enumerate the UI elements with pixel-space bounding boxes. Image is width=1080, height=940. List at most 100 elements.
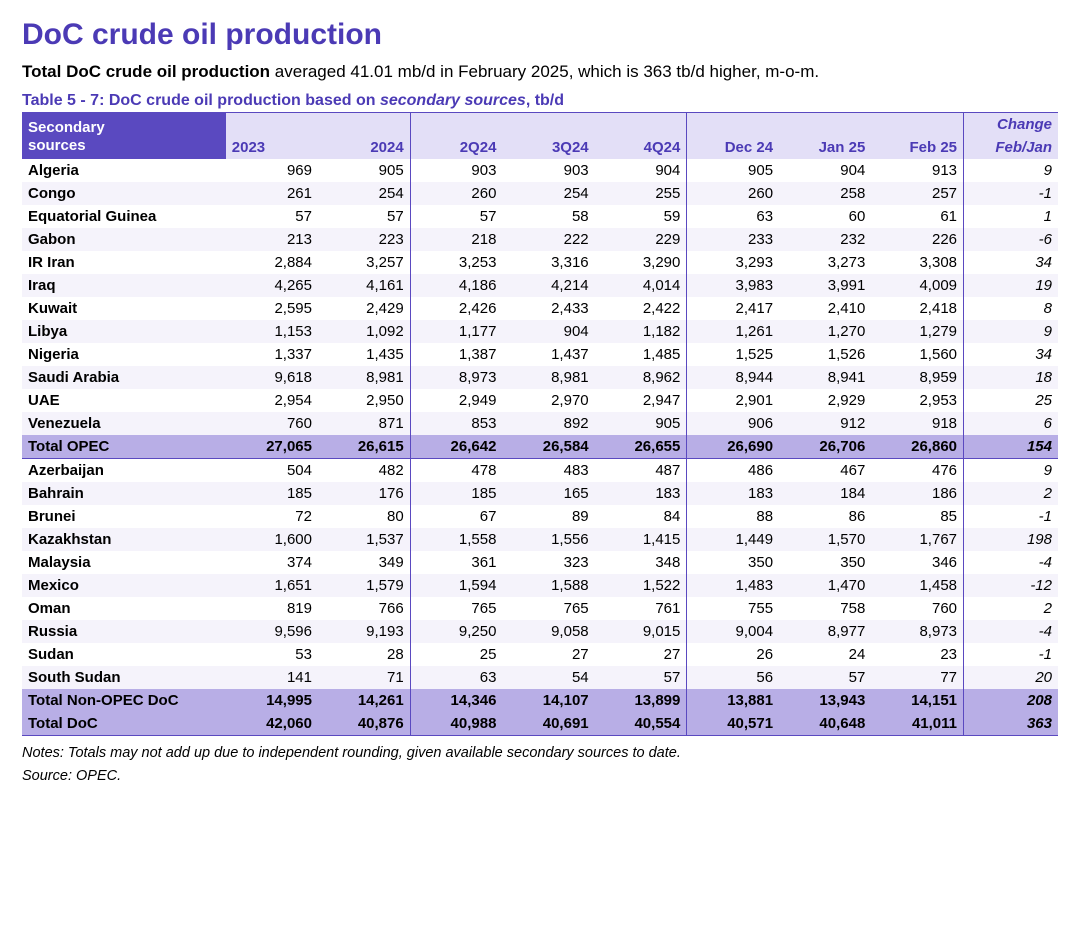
production-table: Secondary sources Change 2023 2024 2Q24 … <box>22 112 1058 736</box>
cell-value: 14,261 <box>318 689 410 712</box>
cell-value: 77 <box>871 666 963 689</box>
cell-value: 1,651 <box>226 574 318 597</box>
cell-value: 8,981 <box>502 366 594 389</box>
cell-value: 57 <box>595 666 687 689</box>
table-row: IR Iran2,8843,2573,2533,3163,2903,2933,2… <box>22 251 1058 274</box>
col-2023-b: 2023 <box>226 136 318 159</box>
cell-change: -4 <box>964 620 1058 643</box>
table-row: Malaysia374349361323348350350346-4 <box>22 551 1058 574</box>
cell-value: 765 <box>410 597 502 620</box>
cell-value: 232 <box>779 228 871 251</box>
cell-value: 1,437 <box>502 343 594 366</box>
cell-value: 2,410 <box>779 297 871 320</box>
cell-value: 60 <box>779 205 871 228</box>
cell-value: 348 <box>595 551 687 574</box>
cell-value: 3,253 <box>410 251 502 274</box>
cell-value: 1,337 <box>226 343 318 366</box>
cell-value: 361 <box>410 551 502 574</box>
cell-value: 27,065 <box>226 435 318 459</box>
cell-value: 1,579 <box>318 574 410 597</box>
col-4q24 <box>595 113 687 137</box>
cell-value: 2,953 <box>871 389 963 412</box>
cell-value: 9,250 <box>410 620 502 643</box>
cell-value: 229 <box>595 228 687 251</box>
cell-value: 28 <box>318 643 410 666</box>
cell-value: 1,526 <box>779 343 871 366</box>
cell-change: 19 <box>964 274 1058 297</box>
cell-value: 89 <box>502 505 594 528</box>
cell-value: 3,991 <box>779 274 871 297</box>
cell-value: 487 <box>595 459 687 483</box>
table-row: UAE2,9542,9502,9492,9702,9472,9012,9292,… <box>22 389 1058 412</box>
caption-em: secondary sources <box>380 92 526 109</box>
table-header: Secondary sources Change 2023 2024 2Q24 … <box>22 113 1058 160</box>
cell-value: 23 <box>871 643 963 666</box>
cell-value: 1,415 <box>595 528 687 551</box>
cell-change: 34 <box>964 251 1058 274</box>
row-label: UAE <box>22 389 226 412</box>
cell-value: 8,973 <box>410 366 502 389</box>
row-label: Libya <box>22 320 226 343</box>
table-row: Azerbaijan5044824784834874864674769 <box>22 459 1058 483</box>
cell-value: 13,881 <box>687 689 779 712</box>
row-label: Malaysia <box>22 551 226 574</box>
cell-value: 478 <box>410 459 502 483</box>
cell-value: 9,596 <box>226 620 318 643</box>
cell-value: 27 <box>595 643 687 666</box>
cell-value: 226 <box>871 228 963 251</box>
cell-value: 1,558 <box>410 528 502 551</box>
cell-value: 183 <box>687 482 779 505</box>
cell-value: 1,449 <box>687 528 779 551</box>
cell-value: 255 <box>595 182 687 205</box>
cell-value: 40,988 <box>410 712 502 736</box>
col-jan25-b: Jan 25 <box>779 136 871 159</box>
cell-value: 57 <box>410 205 502 228</box>
table-row: South Sudan1417163545756577720 <box>22 666 1058 689</box>
row-label: Total Non-OPEC DoC <box>22 689 226 712</box>
subtitle-bold: Total DoC crude oil production <box>22 62 270 81</box>
cell-value: 165 <box>502 482 594 505</box>
col-2023 <box>226 113 318 137</box>
total-row: Total DoC42,06040,87640,98840,69140,5544… <box>22 712 1058 736</box>
page-subtitle: Total DoC crude oil production averaged … <box>22 62 1058 82</box>
notes-line1: Notes: Totals may not add up due to inde… <box>22 742 1058 765</box>
col-2024 <box>318 113 410 137</box>
cell-value: 2,949 <box>410 389 502 412</box>
cell-value: 3,273 <box>779 251 871 274</box>
table-row: Sudan5328252727262423-1 <box>22 643 1058 666</box>
cell-value: 504 <box>226 459 318 483</box>
cell-value: 913 <box>871 159 963 182</box>
cell-value: 2,947 <box>595 389 687 412</box>
cell-value: 482 <box>318 459 410 483</box>
cell-value: 346 <box>871 551 963 574</box>
table-row: Bahrain1851761851651831831841862 <box>22 482 1058 505</box>
cell-value: 905 <box>687 159 779 182</box>
cell-value: 3,983 <box>687 274 779 297</box>
cell-value: 760 <box>871 597 963 620</box>
table-row: Equatorial Guinea57575758596360611 <box>22 205 1058 228</box>
table-row: Libya1,1531,0921,1779041,1821,2611,2701,… <box>22 320 1058 343</box>
cell-change: 208 <box>964 689 1058 712</box>
cell-change: 363 <box>964 712 1058 736</box>
cell-value: 1,279 <box>871 320 963 343</box>
col-4q24-b: 4Q24 <box>595 136 687 159</box>
col-3q24-b: 3Q24 <box>502 136 594 159</box>
cell-value: 1,600 <box>226 528 318 551</box>
cell-change: 8 <box>964 297 1058 320</box>
cell-value: 40,876 <box>318 712 410 736</box>
cell-value: 223 <box>318 228 410 251</box>
row-label: Kuwait <box>22 297 226 320</box>
row-label: Iraq <box>22 274 226 297</box>
table-row: Gabon213223218222229233232226-6 <box>22 228 1058 251</box>
cell-value: 14,151 <box>871 689 963 712</box>
cell-value: 80 <box>318 505 410 528</box>
cell-value: 8,973 <box>871 620 963 643</box>
cell-value: 1,435 <box>318 343 410 366</box>
cell-change: -1 <box>964 182 1058 205</box>
cell-value: 141 <box>226 666 318 689</box>
cell-value: 1,483 <box>687 574 779 597</box>
cell-change: 18 <box>964 366 1058 389</box>
cell-value: 14,107 <box>502 689 594 712</box>
cell-change: 9 <box>964 459 1058 483</box>
cell-value: 8,944 <box>687 366 779 389</box>
